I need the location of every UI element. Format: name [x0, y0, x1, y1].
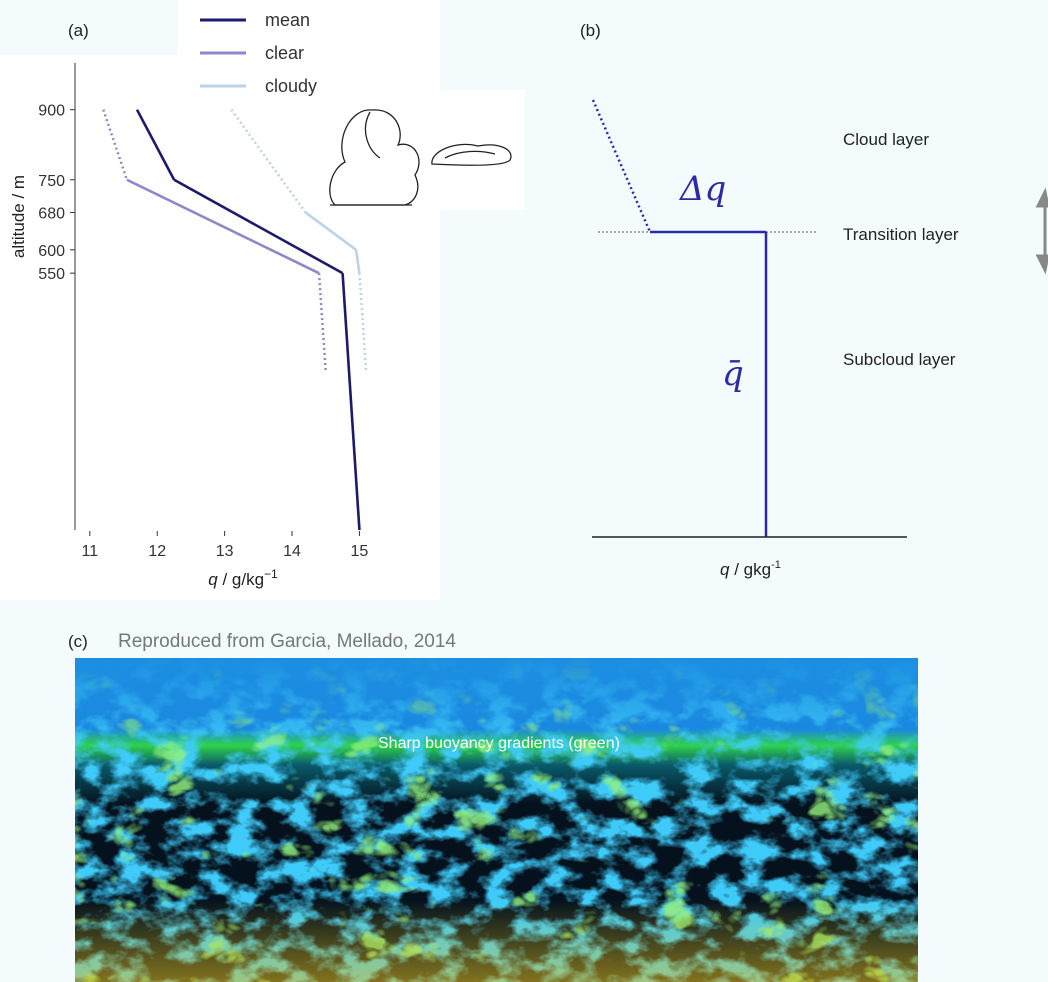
legend-label: cloudy	[265, 76, 317, 96]
line-segment	[173, 178, 344, 275]
exponent: −1	[264, 567, 278, 581]
y-tick-label: 680	[38, 205, 65, 222]
exponent: -1	[771, 559, 781, 571]
panel-label: (a)	[68, 21, 89, 40]
x-axis-label: q / gkg-1	[720, 559, 781, 579]
y-tick-label: 750	[38, 173, 65, 190]
credit: Reproduced from Garcia, Mellado, 2014	[118, 631, 456, 652]
line-segment	[354, 249, 361, 274]
layer-label: Cloud layer	[843, 130, 929, 149]
legend-label: mean	[265, 10, 310, 30]
delta-label: Δq	[678, 169, 726, 209]
legend-label: clear	[265, 43, 304, 63]
x-tick-label: 15	[351, 543, 369, 560]
simulation-image	[75, 658, 918, 982]
x-tick-label: 11	[82, 543, 99, 560]
unit: / g/kg	[218, 570, 264, 589]
line-segment	[102, 109, 129, 181]
line-segment	[126, 178, 320, 275]
line-segment	[358, 273, 368, 372]
symbol: q	[208, 570, 218, 589]
y-axis-label: altitude / m	[9, 175, 28, 258]
line-segment	[230, 108, 307, 214]
icon-box	[320, 90, 525, 210]
panel-label: (c)	[68, 632, 88, 651]
layer-label: Transition layer	[843, 225, 959, 244]
line-segment	[304, 211, 357, 251]
schematic	[591, 99, 907, 538]
x-tick-label: 12	[148, 543, 166, 560]
arrow-decoration	[1035, 187, 1048, 275]
unit: / gkg	[729, 560, 771, 579]
layer-label: Subcloud layer	[843, 350, 956, 369]
panel-label: (b)	[580, 21, 601, 40]
profile-line	[591, 99, 652, 233]
line-segment	[341, 273, 361, 531]
x-tick-label: 14	[283, 543, 301, 560]
legend-box	[178, 0, 440, 100]
line-segment	[317, 273, 327, 372]
annotation: Sharp buoyancy gradients (green)	[378, 735, 620, 752]
mean-label: q̄	[722, 354, 744, 394]
symbol: q	[720, 560, 730, 579]
y-tick-label: 900	[38, 103, 65, 120]
line-segment	[135, 109, 176, 181]
x-tick-label: 13	[216, 543, 234, 560]
x-axis-label: q / g/kg−1	[208, 567, 278, 589]
cloud-icons	[329, 109, 512, 206]
plot: 900 750 680 600 550 11 12 13 14 15 altitude / m q /…	[9, 63, 368, 589]
y-tick-label: 550	[38, 266, 65, 283]
y-tick-label: 600	[38, 243, 65, 260]
